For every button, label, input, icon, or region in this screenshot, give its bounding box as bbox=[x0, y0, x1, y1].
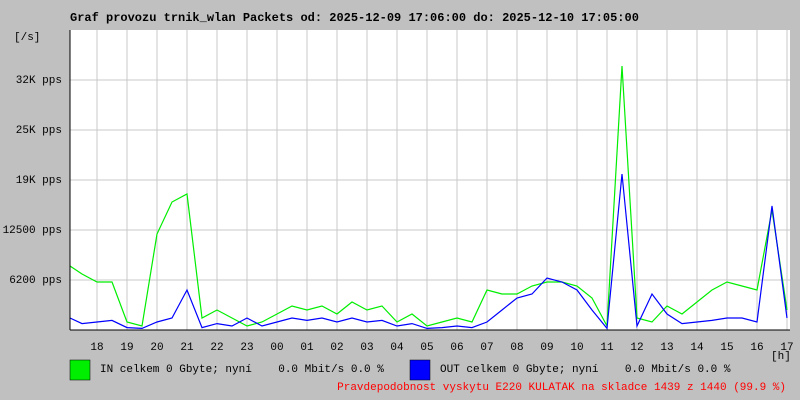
y-tick-label: 6200 pps bbox=[9, 275, 62, 287]
x-tick-label: 19 bbox=[120, 342, 133, 354]
series-line bbox=[69, 173, 788, 330]
x-tick-label: 11 bbox=[600, 342, 614, 354]
x-tick-label: 23 bbox=[240, 342, 253, 354]
y-tick-label: 12500 pps bbox=[3, 225, 62, 237]
x-tick-label: 03 bbox=[360, 342, 373, 354]
x-tick-label: 12 bbox=[630, 342, 643, 354]
x-tick-label: 04 bbox=[390, 342, 404, 354]
x-tick-label: 22 bbox=[210, 342, 223, 354]
y-tick-label: 32K pps bbox=[16, 75, 62, 87]
x-tick-label: 07 bbox=[480, 342, 493, 354]
series-line bbox=[69, 65, 788, 329]
x-tick-label: 14 bbox=[690, 342, 704, 354]
x-tick-label: 08 bbox=[510, 342, 523, 354]
x-tick-label: 18 bbox=[90, 342, 103, 354]
x-tick-label: 21 bbox=[180, 342, 194, 354]
note: Pravdepodobnost vyskytu E220 KULATAK na … bbox=[337, 382, 786, 394]
legend-label: IN celkem 0 Gbyte; nyní 0.0 Mbit/s 0.0 % bbox=[100, 364, 384, 376]
legend-swatch bbox=[69, 359, 91, 381]
legend-swatch bbox=[409, 359, 431, 381]
x-tick-label: 05 bbox=[420, 342, 433, 354]
x-tick-label: 13 bbox=[660, 342, 673, 354]
legend-label: OUT celkem 0 Gbyte; nyní 0.0 Mbit/s 0.0 … bbox=[440, 364, 731, 376]
x-tick-label: 16 bbox=[750, 342, 763, 354]
x-tick-label: 20 bbox=[150, 342, 163, 354]
x-axis-label: [h] bbox=[771, 351, 791, 363]
y-tick-label: 25K pps bbox=[16, 125, 62, 137]
y-axis-label: [/s] bbox=[14, 32, 40, 44]
x-tick-label: 02 bbox=[330, 342, 343, 354]
chart-title: Graf provozu trnik_wlan Packets od: 2025… bbox=[70, 11, 639, 25]
x-tick-label: 09 bbox=[540, 342, 553, 354]
x-tick-label: 17 bbox=[780, 342, 793, 354]
x-tick-label: 10 bbox=[570, 342, 583, 354]
x-tick-label: 00 bbox=[270, 342, 283, 354]
y-tick-label: 19K pps bbox=[16, 175, 62, 187]
x-tick-label: 15 bbox=[720, 342, 733, 354]
x-tick-label: 06 bbox=[450, 342, 463, 354]
x-tick-label: 01 bbox=[300, 342, 314, 354]
